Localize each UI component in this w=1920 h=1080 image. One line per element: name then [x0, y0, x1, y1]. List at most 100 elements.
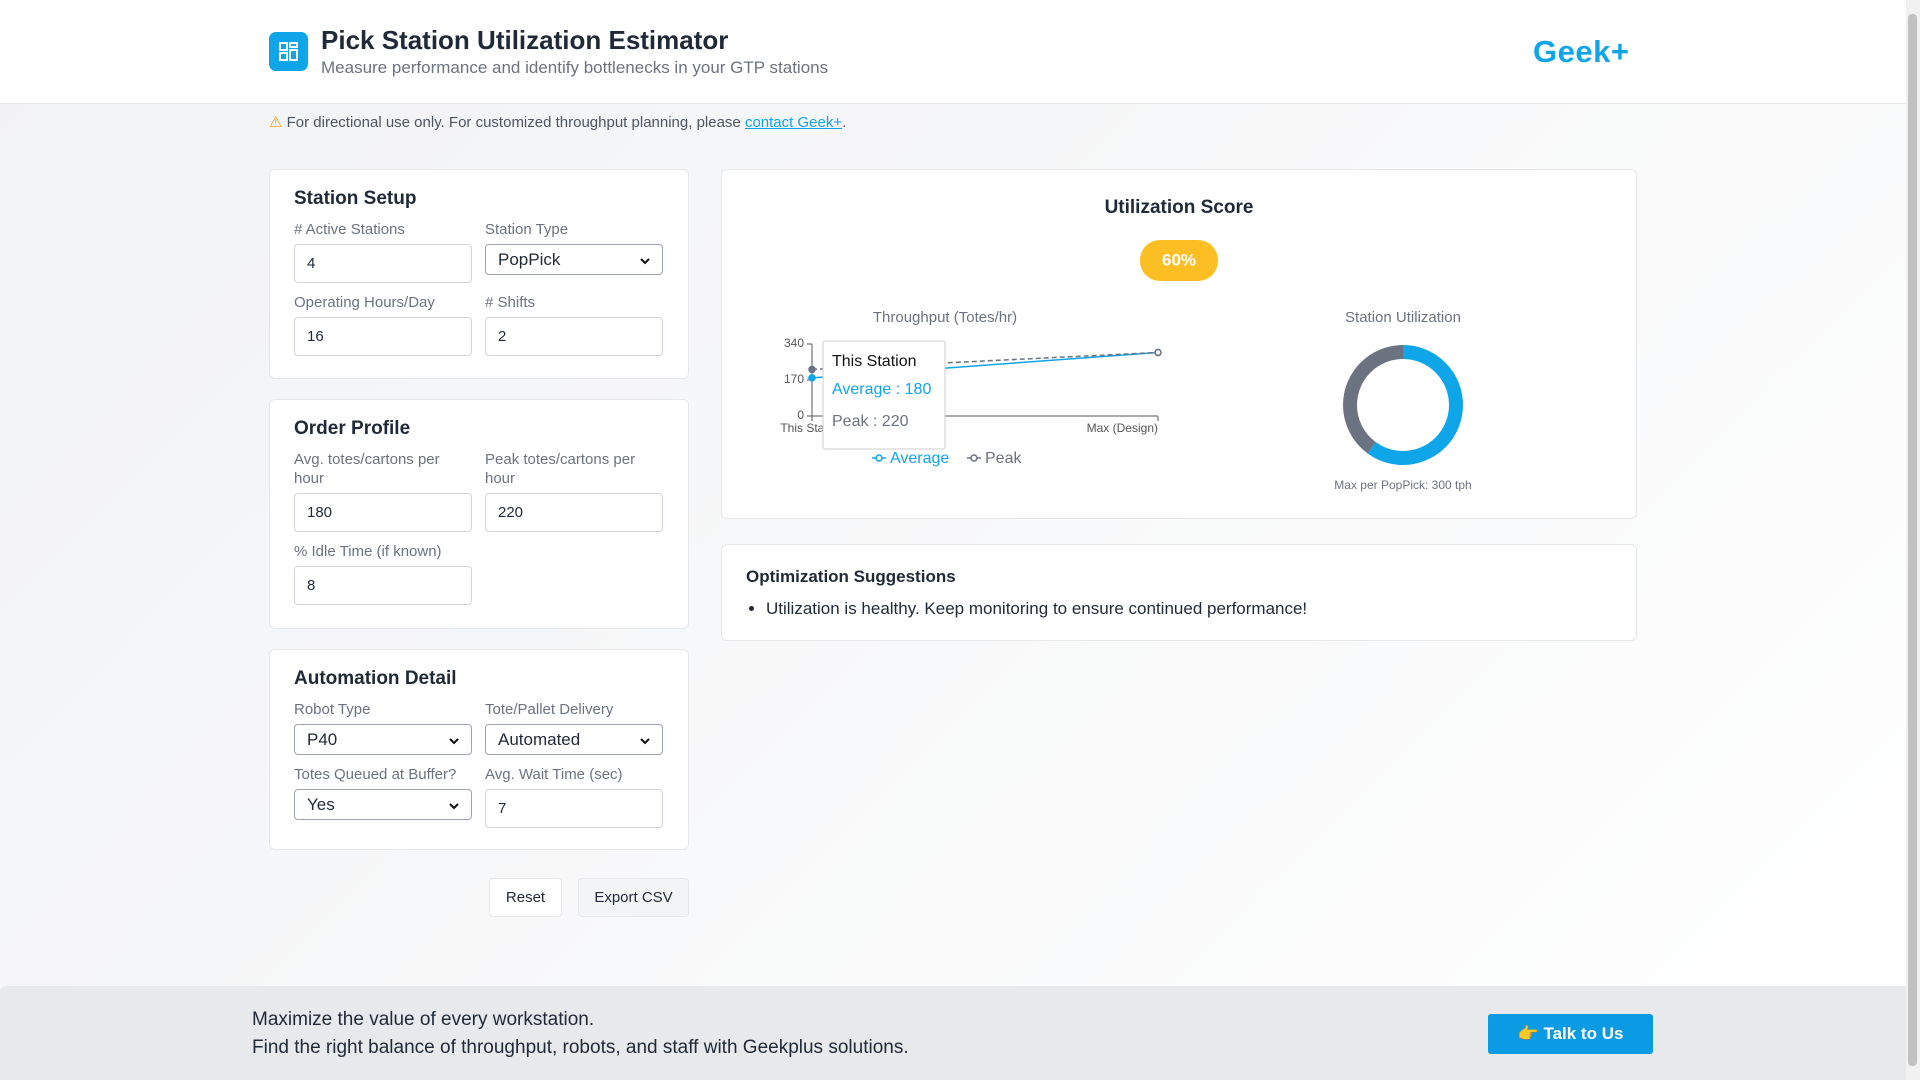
legend-label: Average	[890, 450, 949, 467]
text-input[interactable]	[485, 789, 663, 828]
score-value: 60%	[1162, 250, 1196, 269]
contact-link[interactable]: contact Geek+	[744, 114, 843, 131]
select-value: P40	[307, 729, 338, 749]
field-grid: Robot Type P40 Tote/Pallet Delivery Automat…	[294, 700, 664, 828]
series-point	[808, 374, 816, 382]
suggestions-card: Optimization Suggestions Utilization is …	[721, 544, 1637, 641]
chart-title: Station Utilization	[1345, 309, 1461, 326]
field: # Shifts	[485, 293, 663, 356]
field: Peak totes/cartons per hour	[485, 450, 663, 532]
field-label: Totes Queued at Buffer?	[294, 766, 457, 783]
chevron	[640, 250, 650, 270]
field-label: Operating Hours/Day	[294, 294, 435, 311]
series-point	[1154, 348, 1162, 357]
select[interactable]: PopPick	[485, 244, 663, 275]
field: Totes Queued at Buffer? Yes	[294, 765, 472, 828]
field-grid: Avg. totes/cartons per hour Peak totes/ca…	[294, 450, 664, 605]
field: # Active Stations	[294, 220, 472, 283]
select-value: Automated	[498, 729, 581, 749]
tooltip-line: Average : 180	[832, 381, 931, 398]
field-grid: # Active Stations Station Type PopPick Oper…	[294, 220, 664, 356]
text-input[interactable]	[294, 566, 472, 605]
page-title: Pick Station Utilization Estimator	[321, 25, 729, 55]
select[interactable]: Yes	[294, 789, 472, 820]
suggestion: Utilization is healthy. Keep monitoring …	[766, 599, 1612, 619]
chevron	[449, 795, 459, 815]
y-tick-label: 340	[784, 336, 804, 350]
field-label: Robot Type	[294, 701, 371, 718]
score-badge	[1140, 240, 1218, 281]
text-input[interactable]	[485, 493, 663, 532]
reset-button[interactable]: Reset	[489, 878, 562, 917]
charts: Utilization Score 60% Throughput (Totes/…	[780, 197, 1471, 492]
header	[0, 0, 1906, 104]
field-label: Station Type	[485, 221, 569, 238]
donut-segment	[1343, 345, 1463, 465]
page-subtitle: Measure performance and identify bottlen…	[321, 58, 829, 77]
chart-title: Throughput (Totes/hr)	[873, 309, 1017, 326]
text-input[interactable]	[294, 244, 472, 283]
legend-marker	[875, 454, 883, 462]
tooltip-title: This Station	[832, 353, 916, 370]
tooltip	[822, 340, 946, 450]
talk-button[interactable]: 👉 Talk to Us	[1488, 1014, 1653, 1054]
footer-line: Maximize the value of every workstation.	[252, 1009, 595, 1030]
field: Avg. Wait Time (sec)	[485, 765, 663, 828]
section-title: Automation Detail	[294, 668, 457, 689]
suggestions-title: Optimization Suggestions	[746, 567, 956, 586]
warning-icon: ⚠	[269, 114, 283, 131]
field: Station Type PopPick	[485, 220, 663, 283]
notice: ⚠ For directional use only. For customiz…	[269, 113, 846, 131]
text-input[interactable]	[294, 317, 472, 356]
legend-marker	[970, 454, 978, 462]
field-label: # Active Stations	[294, 221, 405, 238]
y-tick-label: 170	[784, 372, 804, 386]
section-title: Station Setup	[294, 188, 417, 209]
station-setup-card: Station Setup # Active Stations Station Ty…	[269, 169, 689, 379]
notice-end: .	[842, 114, 847, 131]
field: Operating Hours/Day	[294, 293, 472, 356]
logo[interactable]: Geek+	[1533, 34, 1630, 69]
tooltip-line: Peak : 220	[832, 413, 909, 430]
export-button[interactable]: Export CSV	[578, 878, 689, 917]
series-point	[808, 365, 816, 374]
field: Avg. totes/cartons per hour	[294, 450, 472, 532]
chart-note: Max per PopPick: 300 tph	[1334, 478, 1471, 492]
select[interactable]: Automated	[485, 724, 663, 755]
field: Tote/Pallet Delivery Automated	[485, 700, 663, 755]
chevron-icon	[640, 737, 650, 744]
score-card: Utilization Score 60% Throughput (Totes/…	[721, 169, 1637, 519]
footer-line: Find the right balance of throughput, ro…	[252, 1037, 909, 1058]
legend-label: Peak	[985, 450, 1022, 467]
text-input[interactable]	[294, 493, 472, 532]
chevron-icon	[449, 737, 459, 744]
y-tick-label: 0	[797, 408, 804, 422]
app-icon	[269, 32, 308, 71]
text-input[interactable]	[485, 317, 663, 356]
scrollbar-thumb	[1908, 14, 1917, 1066]
chevron-icon	[449, 802, 459, 809]
x-tick-label: Max (Design)	[1087, 421, 1158, 435]
chevron	[449, 730, 459, 750]
field-label: Tote/Pallet Delivery	[485, 701, 614, 718]
select-value: Yes	[307, 794, 335, 814]
order-profile-card: Order Profile Avg. totes/cartons per hour…	[269, 399, 689, 629]
chevron-icon	[640, 257, 650, 264]
automation-detail-card: Automation Detail Robot Type P40 Tote/Palle…	[269, 649, 689, 850]
field-label: Peak totes/cartons per hour	[485, 451, 636, 487]
notice-text: For directional use only. For customized…	[286, 114, 745, 131]
field-label: # Shifts	[485, 294, 536, 311]
field-label: Avg. Wait Time (sec)	[485, 766, 623, 783]
field: % Idle Time (if known)	[294, 542, 472, 605]
select[interactable]: P40	[294, 724, 472, 755]
suggestions-list: Utilization is healthy. Keep monitoring …	[746, 599, 1612, 619]
select-value: PopPick	[498, 249, 561, 269]
score-title: Utilization Score	[1105, 197, 1254, 218]
field: Robot Type P40	[294, 700, 472, 755]
field-label: Avg. totes/cartons per hour	[294, 451, 440, 487]
icon-glyph	[279, 42, 298, 61]
field-label: % Idle Time (if known)	[294, 543, 442, 560]
section-title: Order Profile	[294, 418, 411, 439]
